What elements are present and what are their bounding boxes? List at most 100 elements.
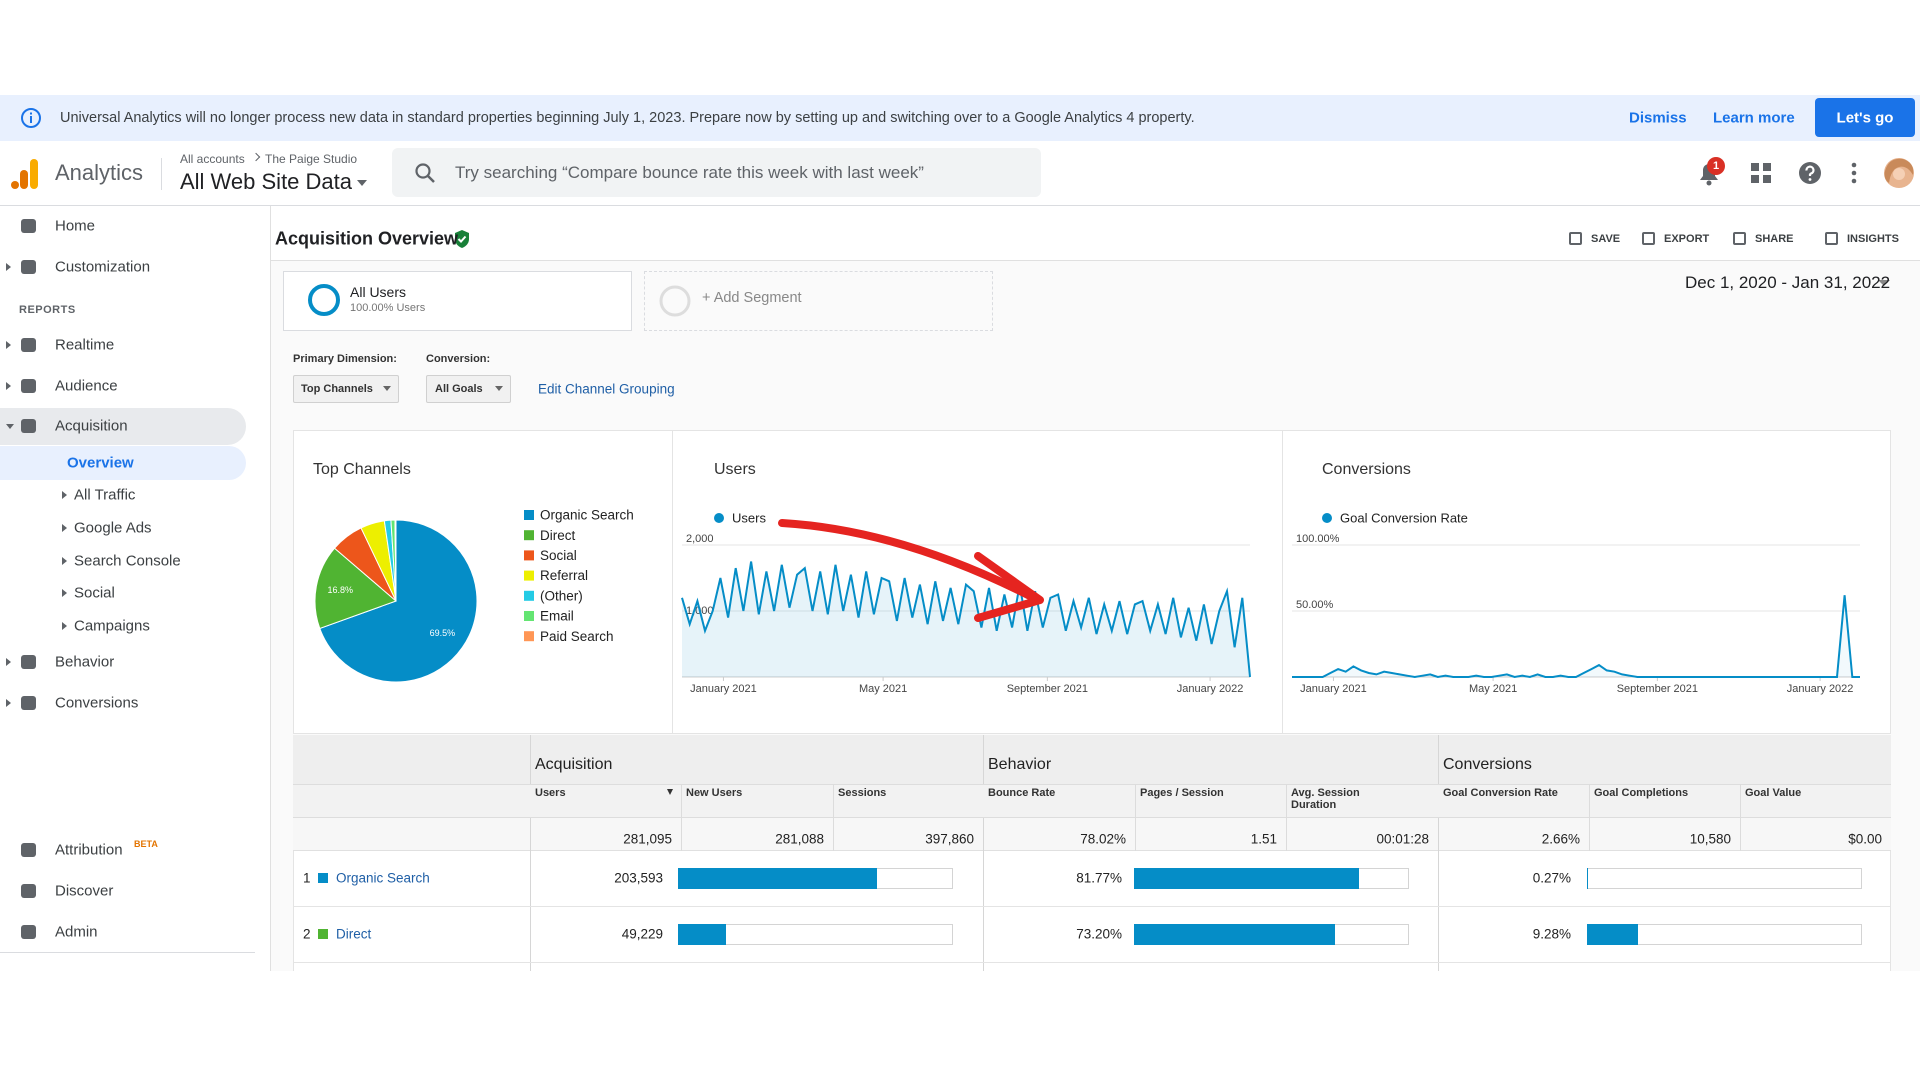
nav-item[interactable]: Audience — [55, 377, 118, 395]
nav-item[interactable]: Behavior — [55, 653, 115, 671]
column-header[interactable]: Goal Completions — [1594, 787, 1689, 799]
expand-caret — [6, 658, 11, 666]
title-divider — [271, 260, 1920, 261]
nav-icon — [21, 884, 36, 898]
date-range[interactable]: Dec 1, 2020 - Jan 31, 2022 — [1685, 273, 1891, 292]
nav-item[interactable]: Attribution — [55, 841, 123, 859]
learn-more-link[interactable]: Learn more — [1713, 109, 1795, 127]
dimension-dropdown[interactable] — [293, 375, 399, 403]
help-icon[interactable] — [1798, 161, 1822, 185]
column-header[interactable]: Bounce Rate — [988, 787, 1056, 799]
chart-divider — [1282, 430, 1283, 734]
column-header[interactable]: Avg. Session Duration — [1291, 787, 1360, 811]
row-divider — [293, 906, 1891, 907]
column-header[interactable]: Pages / Session — [1140, 787, 1224, 799]
date-caret — [1878, 280, 1890, 286]
search-placeholder: Try searching “Compare bounce rate this … — [455, 163, 924, 182]
search-box[interactable] — [392, 148, 1041, 197]
banner-message: Universal Analytics will no longer proce… — [60, 110, 1195, 126]
product-name: Analytics — [55, 160, 144, 185]
action-button[interactable]: EXPORT — [1664, 233, 1710, 245]
nav-icon — [21, 696, 36, 710]
total-value: 1.51 — [1250, 831, 1277, 847]
breadcrumb: All accounts — [180, 152, 245, 166]
bar-track — [1587, 868, 1862, 889]
sort-indicator — [667, 789, 673, 795]
column-divider — [681, 784, 682, 851]
nav-item[interactable]: Discover — [55, 882, 114, 900]
search-icon — [415, 163, 435, 183]
conversion-dropdown[interactable] — [426, 375, 511, 403]
column-group: Conversions — [1443, 756, 1532, 773]
segment-circle — [308, 284, 340, 316]
nav-subitem[interactable]: Social — [74, 584, 115, 602]
expand-caret — [62, 491, 67, 499]
total-value: 78.02% — [1080, 831, 1126, 847]
edit-grouping-link[interactable]: Edit Channel Grouping — [538, 381, 675, 397]
column-header[interactable]: Goal Conversion Rate — [1443, 787, 1558, 799]
group-divider — [530, 735, 531, 971]
nav-item[interactable]: Customization — [55, 258, 151, 276]
sidebar-divider — [0, 952, 255, 953]
row-rank: 2 — [303, 926, 311, 942]
nav-item[interactable]: Admin — [55, 923, 98, 941]
nav-subitem[interactable]: Campaigns — [74, 617, 150, 635]
total-value: 00:01:28 — [1376, 831, 1429, 847]
cta-button[interactable] — [1815, 98, 1915, 137]
column-group: Acquisition — [535, 756, 613, 773]
property-name[interactable]: All Web Site Data — [180, 169, 353, 194]
column-header[interactable]: Sessions — [838, 787, 887, 799]
nav-icon — [21, 655, 36, 669]
action-button[interactable]: SAVE — [1591, 233, 1621, 245]
conversion-value: All Goals — [435, 383, 483, 395]
group-divider — [983, 735, 984, 971]
more-icon[interactable] — [1849, 162, 1859, 184]
expand-caret — [6, 382, 11, 390]
action-icon — [1825, 232, 1838, 245]
nav-item[interactable]: Acquisition — [55, 417, 128, 435]
action-button[interactable]: SHARE — [1755, 233, 1794, 245]
cta-label[interactable]: Let's go — [1836, 109, 1894, 127]
dismiss-link[interactable]: Dismiss — [1629, 109, 1687, 127]
users-bar — [678, 924, 727, 945]
channel-link[interactable]: Direct — [336, 926, 372, 942]
chart-divider — [672, 430, 673, 734]
nav-subitem[interactable]: Search Console — [74, 552, 181, 570]
column-header[interactable]: New Users — [686, 787, 743, 799]
add-segment-card[interactable] — [644, 271, 993, 331]
banner — [0, 95, 1920, 141]
column-divider — [833, 784, 834, 851]
channel-link[interactable]: Organic Search — [336, 870, 430, 886]
apps-icon[interactable] — [1750, 162, 1772, 184]
total-value: 397,860 — [925, 831, 974, 847]
segment-card[interactable] — [283, 271, 632, 331]
column-divider — [1135, 784, 1136, 851]
breadcrumb: The Paige Studio — [265, 152, 358, 166]
beta-badge: BETA — [134, 839, 158, 849]
nav-subitem[interactable]: Google Ads — [74, 519, 152, 537]
total-value: 10,580 — [1689, 831, 1731, 847]
total-value: $0.00 — [1848, 831, 1882, 847]
expand-caret — [6, 424, 14, 429]
add-segment[interactable]: + Add Segment — [702, 290, 802, 306]
nav-icon — [21, 925, 36, 939]
nav-icon — [21, 260, 36, 274]
nav-subitem-active[interactable]: Overview — [67, 454, 134, 472]
column-divider — [1286, 784, 1287, 851]
total-value: 281,088 — [775, 831, 824, 847]
action-icon — [1642, 232, 1655, 245]
nav-item[interactable]: Home — [55, 217, 96, 235]
channel-swatch — [318, 929, 328, 939]
column-header[interactable]: Users — [535, 787, 566, 799]
column-header[interactable]: Goal Value — [1745, 787, 1802, 799]
avatar[interactable] — [1883, 157, 1915, 189]
action-button[interactable]: INSIGHTS — [1847, 233, 1899, 245]
nav-item[interactable]: Realtime — [55, 336, 115, 354]
nav-item[interactable]: Conversions — [55, 694, 139, 712]
add-segment-circle — [659, 285, 691, 317]
expand-caret — [6, 263, 11, 271]
expand-caret — [62, 622, 67, 630]
totals-row — [293, 818, 1891, 851]
nav-subitem[interactable]: All Traffic — [74, 486, 136, 504]
column-group: Behavior — [988, 756, 1052, 773]
